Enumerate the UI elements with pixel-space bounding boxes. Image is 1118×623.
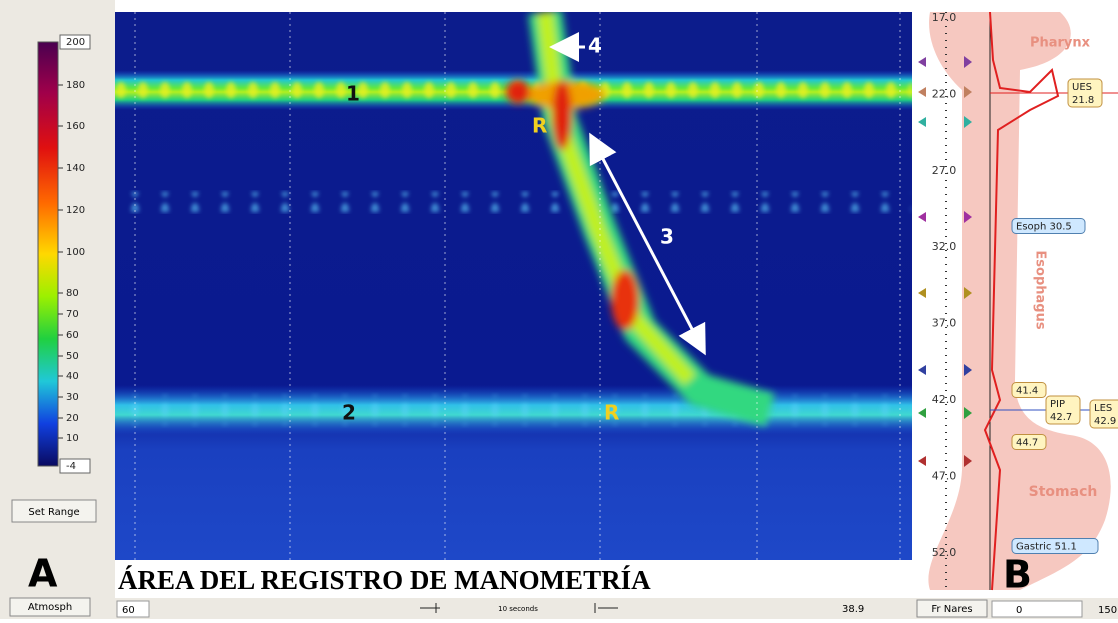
panel-label: B [1003, 553, 1032, 597]
depth-label: 17.0 [932, 11, 957, 24]
tag-label: 42.7 [1050, 412, 1072, 423]
scale-tick-label: 50 [66, 351, 79, 362]
range-field[interactable] [992, 601, 1082, 617]
manometry-screen: 2001801601401201008070605040302010-4 Set… [0, 0, 1118, 619]
depth-label: 27.0 [932, 164, 957, 177]
region-label: Esophagus [1033, 250, 1048, 329]
title: ÁREA DEL REGISTRO DE MANOMETRÍA [118, 565, 651, 595]
button-label: Set Range [28, 507, 79, 518]
tag-label: Gastric 51.1 [1016, 542, 1077, 553]
scale-tick-label: 200 [66, 37, 85, 48]
marker-label: R [532, 114, 547, 138]
scale-tick-label: 60 [66, 330, 79, 341]
depth-label: 52.0 [932, 546, 957, 559]
scale-tick-label: 160 [66, 121, 85, 132]
depth-label: 42.0 [932, 393, 957, 406]
tag-label: UES [1072, 82, 1092, 93]
depth-label: 32.0 [932, 240, 957, 253]
value: 38.9 [842, 604, 864, 615]
tag-label: PIP [1050, 399, 1065, 410]
depth-label: 22.0 [932, 87, 957, 100]
tag-label: 21.8 [1072, 95, 1094, 106]
button-label: Atmosph [28, 602, 72, 613]
time-scale: 10 seconds [498, 605, 538, 613]
region-label: Stomach [1029, 484, 1098, 500]
panel-label: A [28, 552, 58, 596]
scale-tick-label: 40 [66, 371, 79, 382]
scale-tick-label: 100 [66, 247, 85, 258]
pressure-topography [115, 12, 912, 560]
scale-tick-label: 140 [66, 163, 85, 174]
scale-tick-label: 20 [66, 413, 79, 424]
scale-tick-label: 180 [66, 80, 85, 91]
field-value: 60 [122, 605, 135, 616]
scale-tick-label: 10 [66, 433, 79, 444]
color-bar [38, 42, 58, 466]
marker-label: 2 [342, 401, 356, 425]
region-label: Pharynx [1030, 36, 1091, 51]
marker-label: 1 [346, 82, 360, 106]
tag-label: Esoph 30.5 [1016, 222, 1072, 233]
scale-tick-label: 120 [66, 205, 85, 216]
scale-tick-label: 70 [66, 309, 79, 320]
scale-tick-label: 80 [66, 288, 79, 299]
button-label: Fr Nares [931, 604, 972, 615]
tag-label: LES [1094, 403, 1112, 414]
depth-label: 47.0 [932, 469, 957, 482]
depth-label: 37.0 [932, 317, 957, 330]
tag-label: 42.9 [1094, 416, 1116, 427]
range-max: 150 [1098, 605, 1117, 616]
range-min: 0 [1016, 605, 1022, 616]
scale-tick-label: 30 [66, 392, 79, 403]
tag-label: 41.4 [1016, 386, 1038, 397]
scale-tick-label: -4 [66, 461, 76, 472]
marker-label: 4 [588, 34, 602, 58]
tag-label: 44.7 [1016, 438, 1038, 449]
marker-label: R [604, 401, 619, 425]
marker-label: 3 [660, 225, 674, 249]
